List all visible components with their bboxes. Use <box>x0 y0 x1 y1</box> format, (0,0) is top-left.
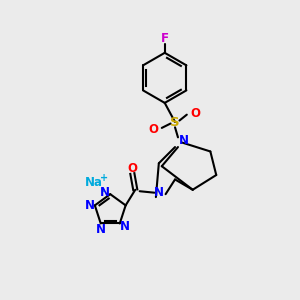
Text: O: O <box>127 162 137 175</box>
Text: Na: Na <box>85 176 103 190</box>
Text: N: N <box>100 186 110 199</box>
Text: +: + <box>100 173 108 183</box>
Text: S: S <box>170 116 180 128</box>
Text: N: N <box>179 134 189 147</box>
Text: N: N <box>154 186 164 199</box>
Text: N: N <box>120 220 130 233</box>
Text: F: F <box>161 32 169 46</box>
Text: N: N <box>96 223 106 236</box>
Text: O: O <box>190 107 201 120</box>
Text: O: O <box>148 123 158 136</box>
Text: N: N <box>85 199 94 212</box>
